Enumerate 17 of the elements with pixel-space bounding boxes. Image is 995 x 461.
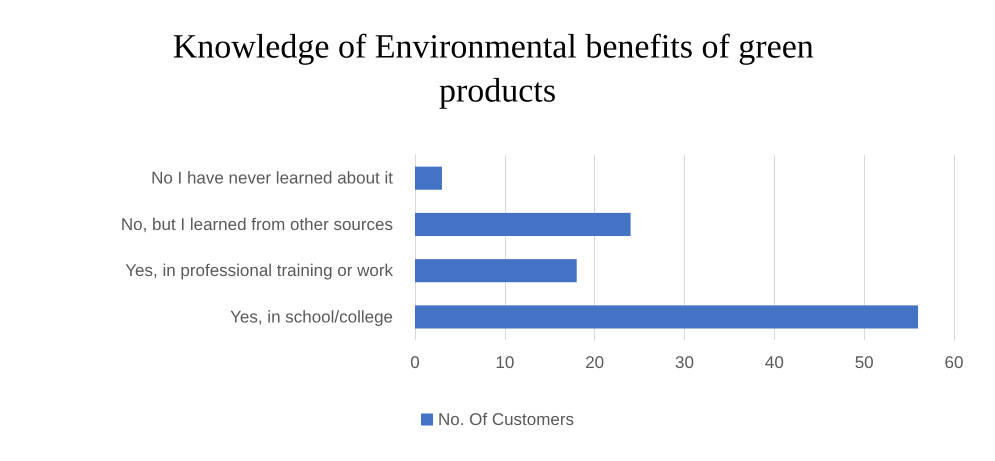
bar (415, 166, 442, 190)
bar (415, 305, 918, 328)
legend-label: No. Of Customers (438, 410, 574, 429)
y-tick-label: No I have never learned about it (151, 168, 394, 188)
y-tick-label: No, but I learned from other sources (120, 214, 393, 234)
x-tick-label: 10 (495, 353, 514, 372)
y-tick-label: Yes, in school/college (230, 307, 393, 326)
chart-title: Knowledge of Environmental benefits of green products (172, 28, 822, 110)
x-tick-label: 0 (410, 353, 420, 372)
x-tick-label: 30 (675, 353, 694, 372)
bar (415, 259, 577, 282)
x-tick-label: 60 (944, 353, 964, 372)
x-tick-label: 50 (854, 353, 874, 372)
y-tick-label: Yes, in professional training or work (125, 261, 394, 280)
x-tick-label: 20 (585, 353, 604, 372)
bar (415, 212, 631, 236)
x-tick-label: 40 (764, 353, 784, 372)
